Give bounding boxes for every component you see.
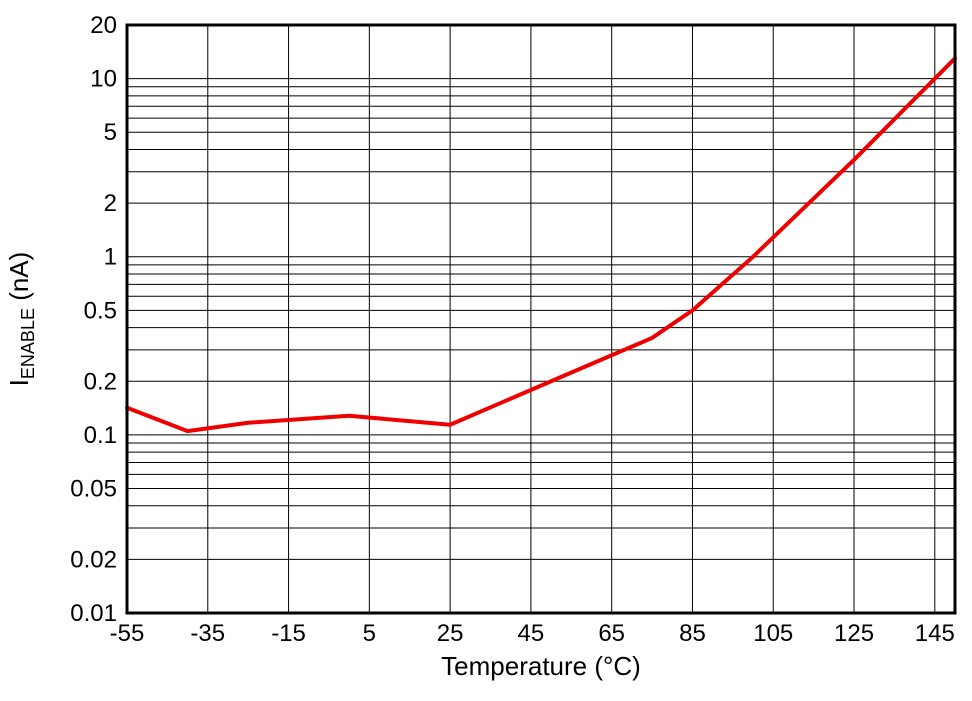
y-tick-label: 0.02: [70, 546, 117, 573]
x-tick-label: 45: [518, 620, 545, 647]
x-tick-label: 25: [437, 620, 464, 647]
x-tick-label: 125: [834, 620, 874, 647]
chart-bg: [0, 0, 972, 701]
x-tick-label: 105: [753, 620, 793, 647]
line-chart: -55-35-155254565851051251450.010.020.050…: [0, 0, 972, 701]
y-tick-label: 0.01: [70, 600, 117, 627]
y-tick-label: 2: [104, 190, 117, 217]
y-tick-label: 0.1: [84, 422, 117, 449]
x-tick-label: -35: [190, 620, 225, 647]
y-tick-label: 0.5: [84, 297, 117, 324]
x-tick-label: 85: [679, 620, 706, 647]
x-tick-label: 145: [915, 620, 955, 647]
y-tick-label: 20: [90, 12, 117, 39]
y-tick-label: 5: [104, 119, 117, 146]
y-tick-label: 1: [104, 244, 117, 271]
y-tick-label: 0.2: [84, 368, 117, 395]
x-tick-label: 65: [598, 620, 625, 647]
y-tick-label: 0.05: [70, 475, 117, 502]
y-tick-label: 10: [90, 66, 117, 93]
x-tick-label: 5: [363, 620, 376, 647]
x-tick-label: -15: [271, 620, 306, 647]
x-axis-label: Temperature (°C): [441, 651, 641, 681]
